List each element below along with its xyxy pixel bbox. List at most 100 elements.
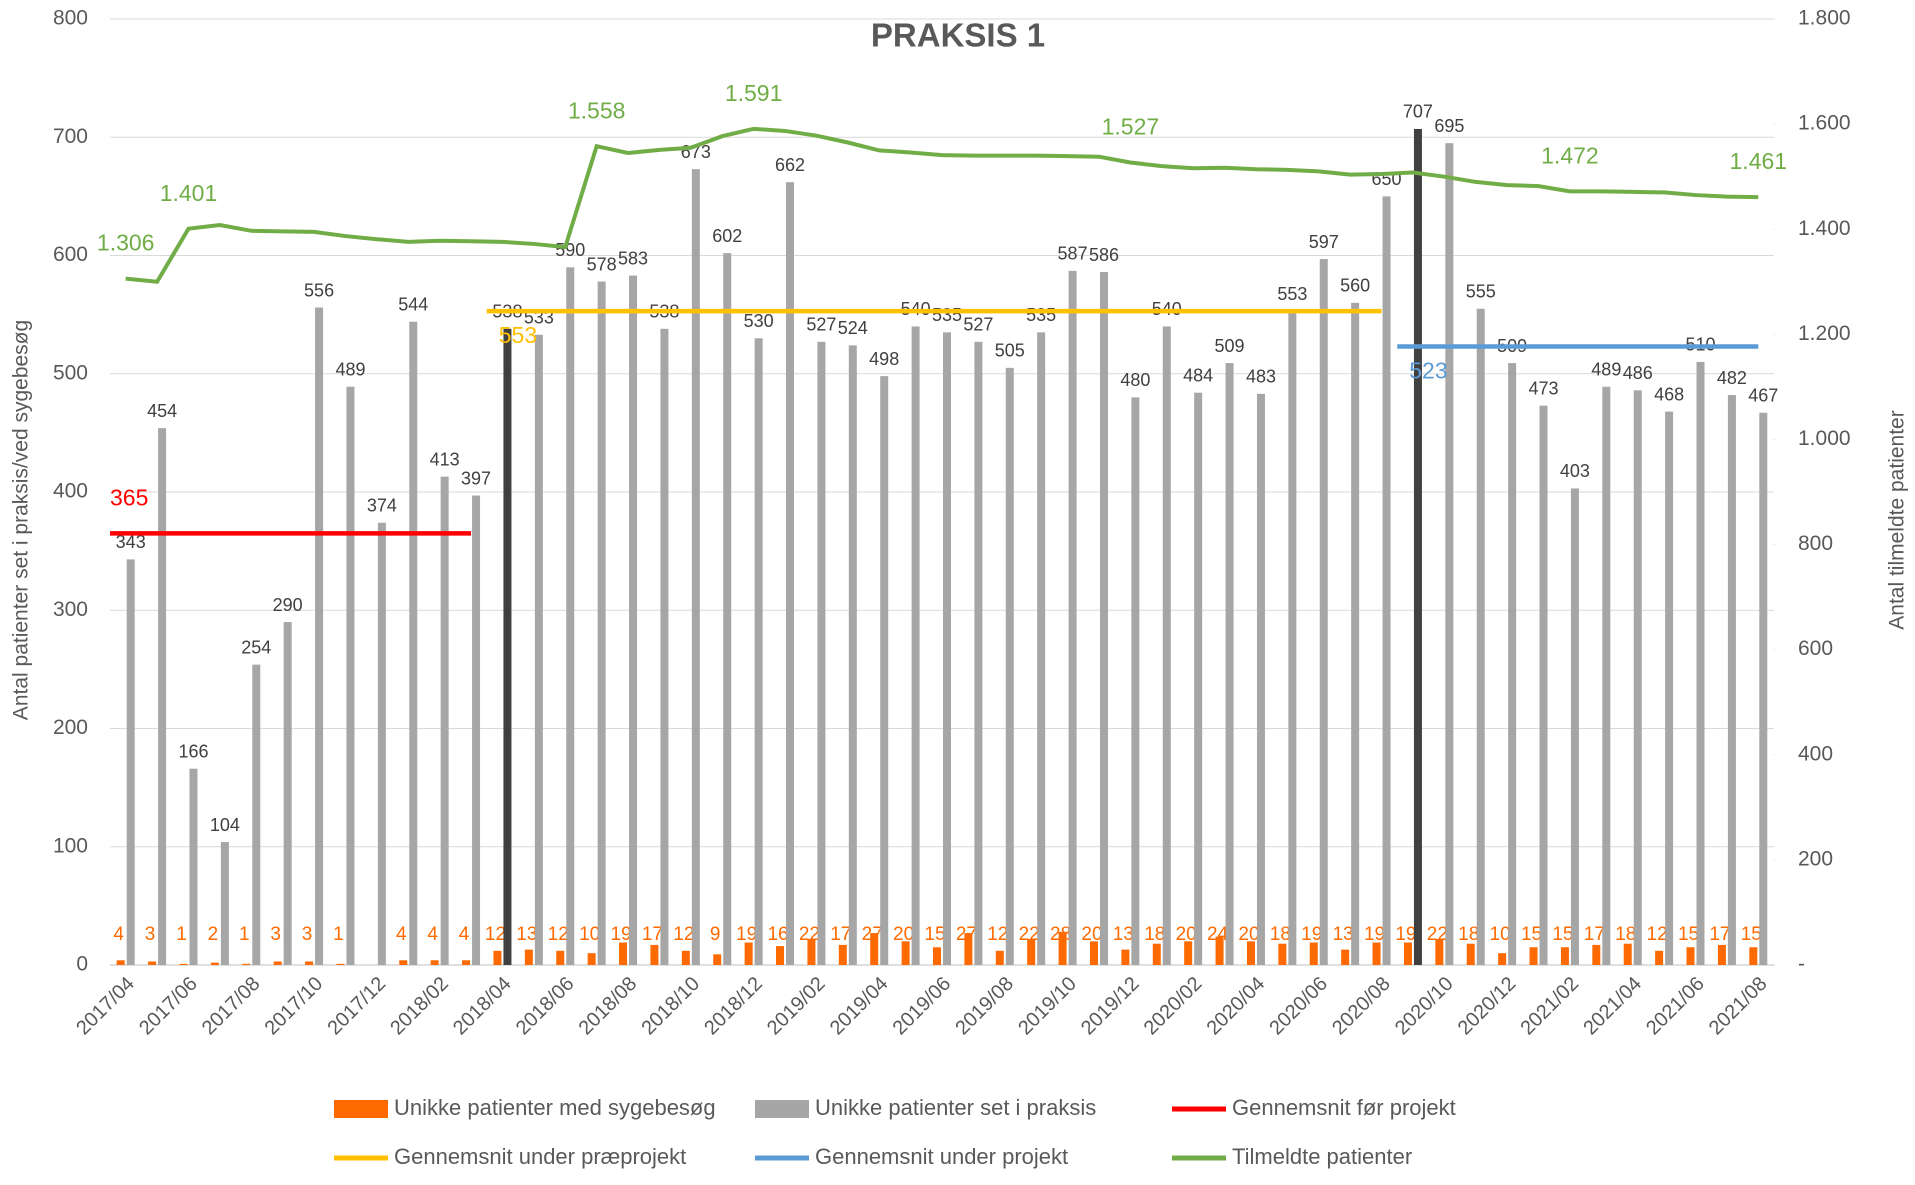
bar (210, 962, 219, 965)
bar (556, 950, 565, 965)
bar (377, 522, 386, 965)
x-tick-label: 2020/10 (1391, 973, 1458, 1040)
bar (744, 942, 753, 965)
bar-value-label: 13 (1113, 924, 1134, 945)
bar (1508, 363, 1517, 965)
bar-value-label: 18 (1270, 924, 1291, 945)
x-tick-label: 2019/12 (1077, 973, 1144, 1040)
bar-value-label: 505 (995, 341, 1025, 361)
y2-tick-label: 1.600 (1798, 112, 1851, 135)
bar-value-label: 254 (241, 637, 271, 657)
y2-tick-label: 1.000 (1798, 427, 1851, 450)
chart-title: PRAKSIS 1 (871, 17, 1045, 54)
bar (807, 938, 816, 965)
bar-value-label: 489 (335, 360, 365, 380)
bar (1341, 949, 1350, 965)
bar-value-label: 17 (1709, 924, 1730, 945)
bar-value-label: 12 (548, 924, 569, 945)
bar (933, 947, 941, 965)
average-label: 523 (1409, 358, 1447, 384)
y-tick-label: 300 (53, 598, 88, 621)
bar (880, 376, 889, 965)
legend-label: Unikke patienter set i praksis (815, 1095, 1096, 1120)
bar-value-label: 578 (587, 254, 617, 274)
bar-value-label: 535 (1026, 305, 1056, 325)
bar (1665, 411, 1674, 966)
bar-value-label: 18 (1144, 924, 1165, 945)
bar-value-label: 13 (1333, 924, 1354, 945)
bar (1476, 308, 1485, 965)
bar (116, 960, 125, 965)
bar (817, 341, 826, 965)
bar-value-label: 498 (869, 349, 899, 369)
bar (1466, 943, 1475, 965)
bar-value-label: 509 (1215, 336, 1245, 356)
bar-value-label: 527 (963, 315, 993, 335)
bar (995, 950, 1004, 965)
x-tick-label: 2021/02 (1517, 973, 1584, 1040)
y-tick-label: 800 (53, 7, 88, 30)
bar-value-label: 535 (932, 305, 962, 325)
bar-value-label: 1 (239, 924, 250, 945)
x-tick-label: 2017/10 (261, 973, 328, 1040)
bar (1099, 272, 1108, 965)
bar (1529, 947, 1538, 965)
y-tick-label: 0 (76, 953, 88, 976)
bar-value-label: 19 (736, 924, 757, 945)
bar (1319, 259, 1328, 965)
bar (1058, 931, 1067, 965)
bar (1194, 392, 1203, 965)
bar (1727, 395, 1736, 965)
bar-value-label: 483 (1246, 367, 1276, 387)
bar-value-label: 374 (367, 495, 397, 515)
bar-value-label: 560 (1340, 276, 1370, 296)
legend-swatch (755, 1100, 809, 1118)
x-tick-label: 2017/08 (198, 973, 265, 1040)
bar-value-label: 3 (302, 924, 313, 945)
x-tick-label: 2021/08 (1705, 973, 1772, 1040)
bar (1121, 949, 1130, 965)
bar (242, 963, 251, 965)
bar (1633, 390, 1642, 965)
bar-value-label: 16 (767, 924, 788, 945)
y2-tick-label: 400 (1798, 742, 1833, 765)
y-tick-label: 700 (53, 125, 88, 148)
bar-value-label: 3 (145, 924, 156, 945)
bar (1445, 143, 1454, 966)
bar (430, 960, 439, 965)
bar (964, 933, 973, 965)
bar (1068, 270, 1077, 965)
y-tick-label: 100 (53, 834, 88, 857)
y-tick-label: 600 (53, 243, 88, 266)
bar-value-label: 524 (838, 318, 868, 338)
bar (1027, 938, 1036, 965)
bar (1215, 936, 1224, 965)
bar (776, 946, 785, 965)
average-label: 365 (110, 484, 148, 510)
line-series (125, 126, 1759, 284)
y2-tick-label: 1.400 (1798, 217, 1851, 240)
bar (1372, 942, 1381, 965)
bar (189, 768, 198, 965)
bar-value-label: 166 (178, 741, 208, 761)
bar-value-label: 12 (485, 924, 506, 945)
bar-value-label: 104 (210, 815, 240, 835)
bar-value-label: 527 (806, 315, 836, 335)
bar (524, 949, 533, 965)
x-tick-label: 2018/08 (575, 973, 642, 1040)
bar (1403, 942, 1412, 965)
bar-value-label: 18 (1615, 924, 1636, 945)
bar-value-label: 290 (273, 595, 303, 615)
bar (1184, 941, 1193, 965)
bar-value-label: 4 (459, 924, 470, 945)
bar (399, 960, 408, 965)
bar-value-label: 15 (1552, 924, 1573, 945)
bar-value-label: 17 (642, 924, 663, 945)
bar-value-label: 24 (1207, 924, 1229, 945)
bar (1602, 386, 1611, 965)
bar-value-label: 484 (1183, 365, 1213, 385)
bar-value-label: 19 (1364, 924, 1385, 945)
x-tick-label: 2019/10 (1014, 973, 1081, 1040)
bar-value-label: 19 (1301, 924, 1322, 945)
line-value-label: 1.306 (97, 230, 155, 256)
